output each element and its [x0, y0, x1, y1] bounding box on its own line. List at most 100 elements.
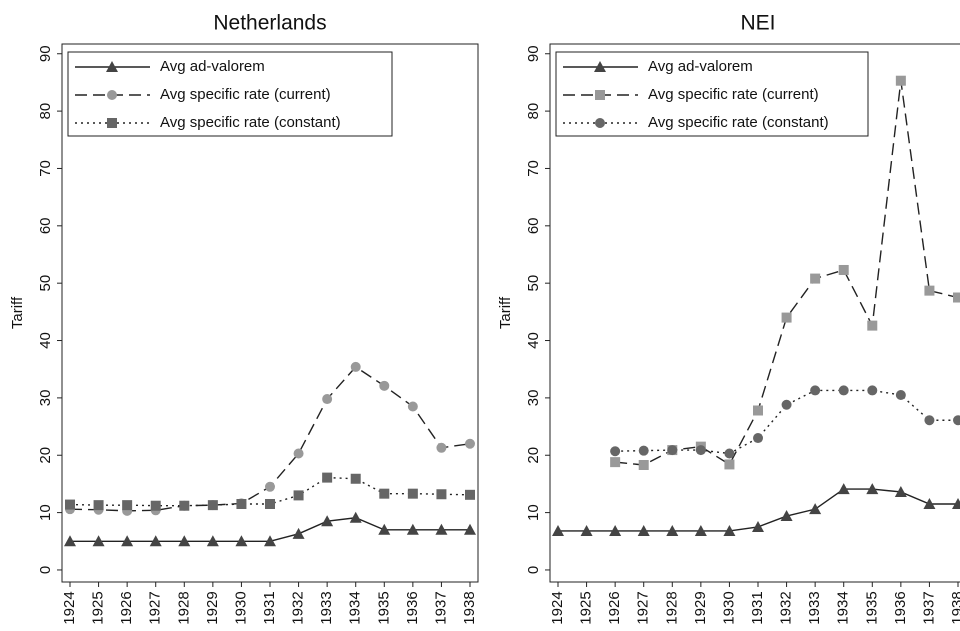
- marker: [724, 459, 735, 470]
- marker: [895, 390, 906, 401]
- marker: [810, 385, 821, 396]
- marker: [349, 511, 362, 523]
- series-line: [69, 476, 471, 507]
- x-tick-label: 1932: [778, 591, 795, 624]
- marker: [609, 524, 622, 536]
- marker: [952, 497, 960, 509]
- marker: [93, 500, 104, 511]
- marker: [866, 483, 879, 495]
- chart-title: NEI: [740, 12, 775, 35]
- marker: [638, 445, 649, 456]
- x-tick-label: 1936: [404, 591, 421, 624]
- x-tick-label: 1930: [720, 591, 737, 624]
- legend-label: Avg ad-valorem: [160, 58, 265, 75]
- y-tick-label: 20: [37, 447, 54, 464]
- y-tick-label: 50: [37, 275, 54, 292]
- y-tick-label: 0: [37, 566, 54, 574]
- legend-label: Avg specific rate (current): [160, 86, 331, 103]
- marker: [322, 472, 333, 483]
- x-tick-label: 1927: [635, 591, 652, 624]
- x-tick-label: 1931: [749, 591, 766, 624]
- marker: [107, 118, 117, 128]
- marker: [610, 457, 621, 468]
- x-tick-label: 1924: [61, 591, 78, 624]
- marker: [781, 312, 792, 323]
- marker: [322, 394, 333, 405]
- chart-title: Netherlands: [213, 12, 326, 35]
- marker: [810, 273, 821, 284]
- marker: [924, 415, 935, 426]
- x-tick-label: 1935: [863, 591, 880, 624]
- marker: [667, 445, 678, 456]
- marker: [378, 523, 391, 535]
- marker: [106, 61, 118, 72]
- y-tick-label: 90: [37, 45, 54, 62]
- marker: [838, 385, 849, 396]
- marker: [610, 446, 621, 457]
- marker: [595, 118, 605, 128]
- marker: [580, 524, 593, 536]
- marker: [265, 481, 275, 492]
- marker: [264, 535, 276, 547]
- x-tick-label: 1927: [147, 591, 164, 624]
- marker: [179, 500, 190, 511]
- marker: [809, 503, 822, 515]
- marker: [206, 535, 219, 547]
- marker: [753, 405, 763, 416]
- marker: [293, 490, 304, 501]
- marker: [666, 524, 679, 536]
- marker: [924, 285, 935, 296]
- x-tick-label: 1938: [461, 591, 478, 624]
- marker: [695, 445, 706, 456]
- x-tick-label: 1933: [318, 591, 335, 624]
- marker: [407, 488, 418, 499]
- x-tick-label: 1936: [892, 591, 909, 624]
- x-tick-label: 1937: [432, 591, 449, 624]
- x-tick-label: 1928: [663, 591, 680, 624]
- marker: [923, 497, 936, 509]
- marker: [293, 448, 304, 459]
- marker: [752, 520, 764, 532]
- x-tick-label: 1932: [290, 591, 307, 624]
- x-tick-label: 1929: [204, 591, 221, 624]
- marker: [723, 524, 736, 536]
- x-tick-label: 1935: [375, 591, 392, 624]
- marker: [780, 510, 793, 522]
- marker: [236, 498, 247, 509]
- marker: [436, 442, 447, 453]
- marker: [107, 90, 117, 100]
- marker: [407, 401, 418, 412]
- y-tick-label: 30: [37, 390, 54, 407]
- marker: [694, 524, 707, 536]
- marker: [435, 523, 448, 535]
- marker: [781, 399, 792, 410]
- marker: [65, 499, 75, 510]
- marker: [150, 500, 161, 511]
- x-tick-label: 1928: [175, 591, 192, 624]
- marker: [594, 61, 606, 72]
- marker: [178, 535, 191, 547]
- marker: [64, 535, 76, 547]
- marker: [121, 535, 134, 547]
- marker: [265, 498, 275, 509]
- marker: [465, 438, 475, 449]
- marker: [149, 535, 162, 547]
- x-tick-label: 1930: [232, 591, 249, 624]
- legend-label: Avg specific rate (constant): [160, 114, 341, 131]
- y-tick-label: 80: [525, 103, 542, 120]
- marker: [350, 361, 361, 372]
- marker: [406, 523, 419, 535]
- marker: [953, 292, 960, 303]
- marker: [207, 500, 218, 511]
- x-tick-label: 1933: [806, 591, 823, 624]
- marker: [292, 527, 305, 539]
- legend-box: [67, 51, 393, 137]
- marker: [436, 489, 447, 500]
- y-tick-label: 40: [37, 332, 54, 349]
- marker: [638, 459, 649, 470]
- x-tick-label: 1926: [118, 591, 135, 624]
- marker: [724, 448, 735, 459]
- x-tick-label: 1925: [578, 591, 595, 624]
- marker: [895, 75, 906, 86]
- marker: [953, 415, 960, 426]
